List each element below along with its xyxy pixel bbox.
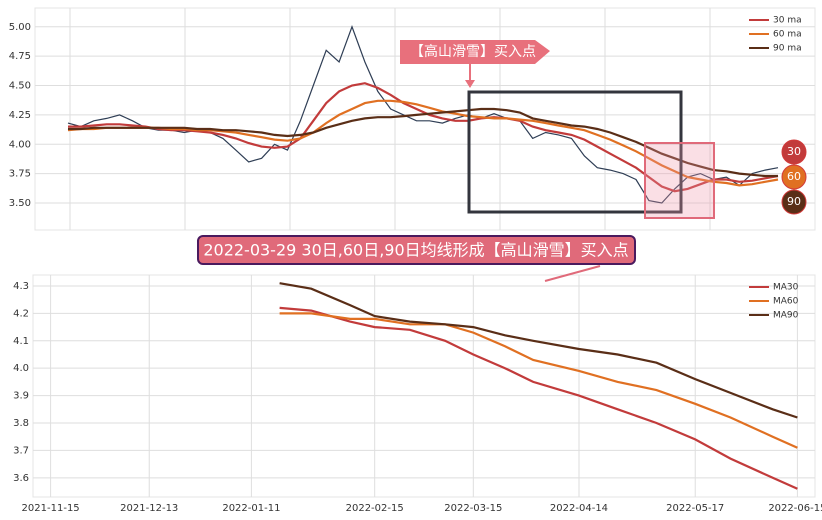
y-tick-label: 4.00	[9, 139, 31, 150]
x-tick-label: 2022-05-17	[666, 503, 724, 514]
y-tick-label: 4.25	[9, 110, 31, 121]
legend-label: 30 ma	[773, 16, 802, 26]
x-tick-label: 2021-11-15	[22, 503, 80, 514]
ma-line	[279, 282, 798, 419]
end-badge	[781, 189, 807, 215]
top-plot-frame	[34, 7, 816, 231]
bottom-annotation-banner	[197, 235, 636, 265]
end-badge	[781, 139, 807, 165]
y-tick-label: 4.0	[13, 363, 29, 374]
y-tick-label: 4.2	[13, 308, 29, 319]
bottom-plot-frame	[32, 274, 816, 498]
top-annotation: 【高山滑雪】买入点	[410, 43, 536, 60]
end-badge	[781, 164, 807, 190]
y-tick-label: 4.3	[13, 281, 29, 292]
legend-label: 90 ma	[773, 44, 802, 54]
y-tick-label: 4.50	[9, 81, 31, 92]
legend-label: MA90	[773, 311, 799, 321]
x-tick-label: 2022-02-15	[346, 503, 404, 514]
end-badge-label: 60	[787, 170, 801, 183]
end-badge-label: 30	[787, 145, 801, 158]
buy-zone-box	[644, 142, 715, 219]
ma-line	[68, 82, 779, 193]
ma-line	[279, 312, 798, 449]
annotation-arrow-banner	[400, 40, 550, 64]
y-tick-label: 3.9	[13, 391, 29, 402]
y-tick-label: 3.50	[9, 198, 31, 209]
ma-line	[279, 306, 798, 490]
legend-label: 60 ma	[773, 30, 802, 40]
y-tick-label: 5.00	[9, 22, 31, 33]
x-tick-label: 2022-06-15	[768, 503, 822, 514]
legend-label: MA60	[773, 297, 799, 307]
x-tick-label: 2022-03-15	[444, 503, 502, 514]
annotation-pointer	[544, 265, 601, 282]
x-tick-label: 2022-01-11	[222, 503, 280, 514]
x-tick-label: 2022-04-14	[550, 503, 608, 514]
annotation-pointer-head	[465, 80, 475, 88]
bottom-annotation: 2022-03-29 30日,60日,90日均线形成【高山滑雪】买入点	[203, 241, 628, 260]
y-tick-label: 4.1	[13, 336, 29, 347]
x-tick-label: 2021-12-13	[120, 503, 178, 514]
legend-label: MA30	[773, 283, 799, 293]
y-tick-label: 3.6	[13, 473, 29, 484]
highlight-box	[467, 90, 683, 214]
y-tick-label: 3.8	[13, 418, 29, 429]
y-tick-label: 3.75	[9, 169, 31, 180]
ma-line	[68, 107, 778, 178]
price-line	[67, 25, 779, 204]
y-tick-label: 4.75	[9, 51, 31, 62]
end-badge-label: 90	[787, 195, 801, 208]
y-tick-label: 3.7	[13, 445, 29, 456]
ma-line	[67, 99, 779, 187]
